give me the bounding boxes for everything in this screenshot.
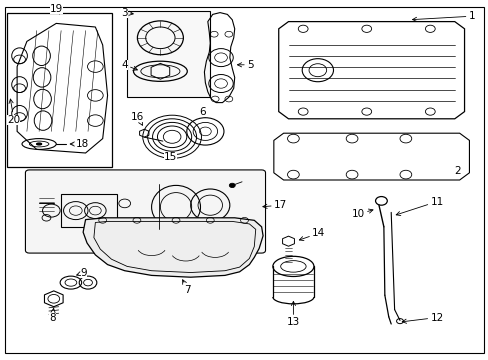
Text: 18: 18 — [70, 139, 89, 149]
Text: 19: 19 — [49, 4, 63, 14]
Polygon shape — [83, 218, 263, 277]
Text: 10: 10 — [351, 209, 372, 219]
Text: 5: 5 — [237, 60, 253, 70]
Ellipse shape — [37, 143, 41, 145]
Bar — [7, 13, 112, 167]
Text: 2: 2 — [453, 166, 460, 176]
Text: 7: 7 — [182, 280, 191, 295]
Text: 3: 3 — [121, 8, 133, 18]
Ellipse shape — [229, 183, 235, 188]
Bar — [61, 194, 117, 227]
Text: 14: 14 — [299, 228, 325, 240]
Text: 17: 17 — [263, 200, 286, 210]
Bar — [127, 11, 210, 97]
Text: 15: 15 — [163, 152, 177, 162]
Text: 20: 20 — [7, 99, 20, 125]
Text: 4: 4 — [121, 60, 137, 70]
Text: 12: 12 — [402, 312, 443, 323]
Text: 16: 16 — [131, 112, 144, 125]
Text: 8: 8 — [49, 309, 56, 323]
FancyBboxPatch shape — [25, 170, 265, 253]
Text: 6: 6 — [199, 107, 206, 117]
Text: 9: 9 — [77, 267, 87, 278]
Text: 1: 1 — [412, 11, 474, 22]
Text: 11: 11 — [395, 197, 443, 216]
Text: 13: 13 — [286, 301, 300, 327]
